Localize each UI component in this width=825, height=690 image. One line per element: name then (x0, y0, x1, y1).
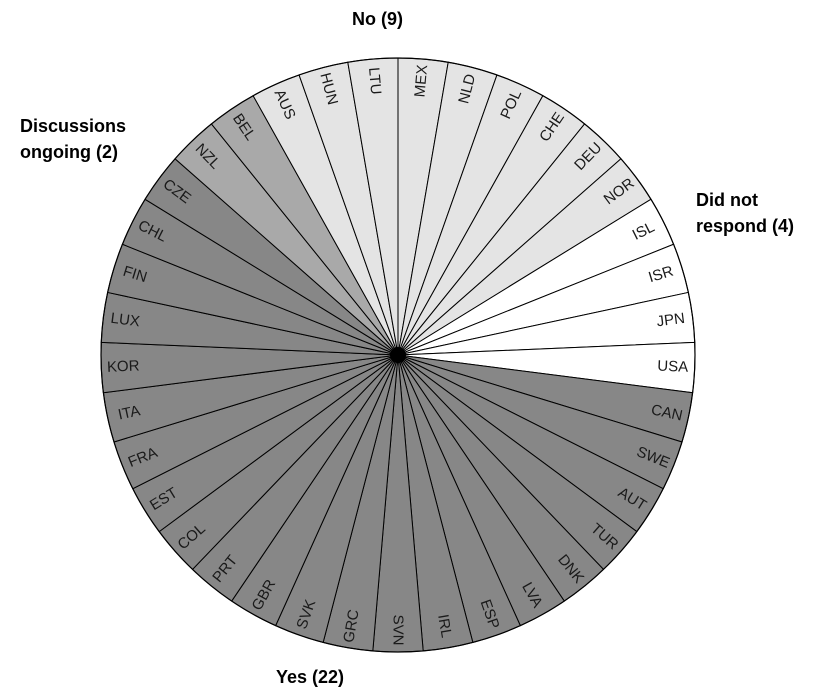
slice-label-can: CAN (650, 401, 685, 424)
slice-label-mex: MEX (411, 64, 431, 98)
slice-label-svn: SVN (390, 615, 407, 646)
group-label-discussions-ongoing: Discussions ongoing (2) (20, 116, 127, 163)
group-label-yes: Yes (22) (276, 667, 345, 687)
slice-label-usa: USA (657, 358, 689, 376)
slice-label-fin: FIN (121, 263, 149, 286)
slice-label-kor: KOR (107, 357, 140, 375)
slice-label-isr: ISR (646, 263, 675, 287)
slice-label-ita: ITA (117, 402, 142, 423)
slice-label-lux: LUX (110, 310, 141, 331)
pie-outline (100, 57, 696, 653)
pie-center-dot (390, 347, 406, 363)
slice-label-ltu: LTU (365, 67, 384, 96)
group-label-no: No (9) (352, 9, 403, 29)
slice-label-irl: IRL (434, 613, 455, 639)
slice-label-jpn: JPN (656, 310, 686, 330)
group-label-did-not-respond: Did not respond (4) (696, 190, 795, 237)
slice-label-grc: GRC (340, 608, 362, 644)
pie-slices (100, 57, 696, 653)
